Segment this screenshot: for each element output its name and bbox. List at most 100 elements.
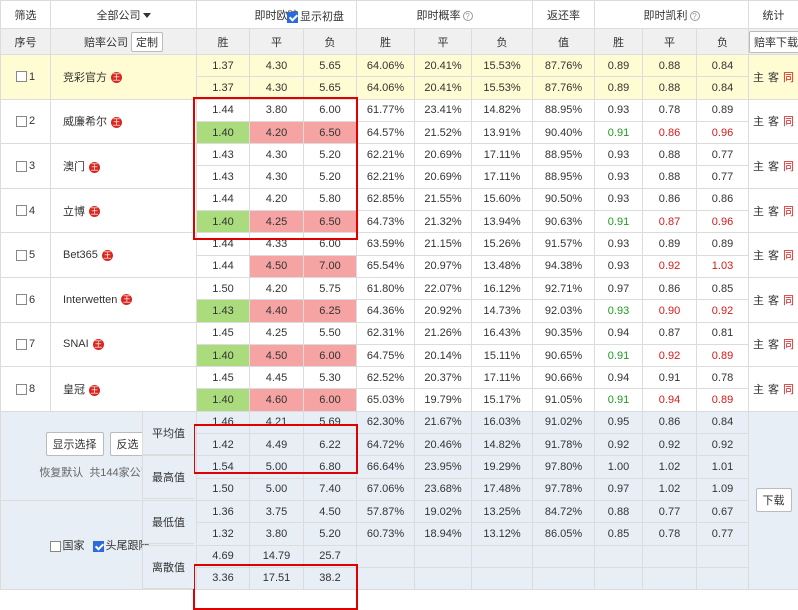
- summary-cell: 23.68%: [414, 477, 472, 501]
- row-select[interactable]: 2: [0, 98, 51, 145]
- same-link[interactable]: 同: [783, 294, 794, 307]
- checkbox-icon[interactable]: [15, 383, 27, 395]
- summary-cell: 38.2: [303, 566, 357, 591]
- away-link[interactable]: 客: [768, 116, 779, 129]
- odds-cell: 5.75: [303, 276, 357, 301]
- show-open-toggle[interactable]: 显示初盘: [287, 8, 344, 24]
- company-name[interactable]: 皇冠王: [50, 366, 197, 412]
- stats-links[interactable]: 主客同: [748, 187, 798, 234]
- odds-cell: 62.31%: [356, 321, 415, 345]
- download-button[interactable]: 下载: [755, 488, 792, 513]
- summary-cell: 18.94%: [414, 522, 472, 546]
- away-link[interactable]: 客: [768, 205, 779, 218]
- away-link[interactable]: 客: [768, 294, 779, 307]
- same-link[interactable]: 同: [783, 160, 794, 173]
- stats-links[interactable]: 主客同: [748, 276, 798, 323]
- all-companies-dropdown[interactable]: 全部公司: [50, 0, 197, 29]
- company-name[interactable]: Bet365 王: [50, 232, 197, 278]
- odds-cell: 1.44: [196, 232, 250, 256]
- home-link[interactable]: 主: [753, 250, 764, 263]
- away-link[interactable]: 客: [768, 339, 779, 352]
- home-link[interactable]: 主: [753, 383, 764, 396]
- checkbox-icon[interactable]: [15, 115, 27, 127]
- same-link[interactable]: 同: [783, 205, 794, 218]
- odds-cell: 21.26%: [414, 321, 472, 345]
- stats-links[interactable]: 主客同: [748, 366, 798, 412]
- checkbox-icon[interactable]: [15, 249, 27, 261]
- summary-cell: [696, 544, 749, 568]
- odds-cell: 0.94: [594, 321, 643, 345]
- odds-cell: 0.91: [594, 343, 643, 368]
- stats-links[interactable]: 主客同: [748, 143, 798, 189]
- odds-cell: 21.15%: [414, 232, 472, 256]
- restore-link[interactable]: 恢复默认: [39, 466, 84, 479]
- same-link[interactable]: 同: [783, 339, 794, 352]
- row-select[interactable]: 8: [0, 366, 51, 412]
- company-name[interactable]: Interwetten 王: [50, 276, 197, 323]
- same-link[interactable]: 同: [783, 250, 794, 263]
- odds-cell: 62.85%: [356, 187, 415, 212]
- summary-cell: 1.50: [196, 477, 250, 501]
- help-icon[interactable]: ?: [689, 10, 700, 21]
- home-link[interactable]: 主: [753, 339, 764, 352]
- checkbox-icon[interactable]: [15, 71, 27, 83]
- same-link[interactable]: 同: [783, 383, 794, 396]
- checkbox-icon[interactable]: [15, 294, 27, 306]
- company-name[interactable]: 竞彩官方王: [50, 54, 197, 100]
- head-tail-checkbox[interactable]: 头尾跟随: [92, 537, 150, 553]
- row-select[interactable]: 7: [0, 321, 51, 368]
- home-link[interactable]: 主: [753, 160, 764, 173]
- odds-cell: 65.03%: [356, 388, 415, 412]
- show-selected-button[interactable]: 显示选择: [45, 431, 104, 456]
- row-select[interactable]: 3: [0, 143, 51, 189]
- summary-cell: 1.54: [196, 455, 250, 479]
- checkbox-icon[interactable]: [49, 540, 61, 552]
- company-label: 威廉希尔: [63, 116, 107, 129]
- same-link[interactable]: 同: [783, 71, 794, 84]
- odds-cell: 0.86: [642, 120, 697, 145]
- help-icon[interactable]: ?: [462, 10, 473, 21]
- row-select[interactable]: 5: [0, 232, 51, 278]
- odds-download-button[interactable]: 赔率下载: [749, 30, 798, 53]
- country-checkbox[interactable]: 国家: [49, 537, 85, 553]
- away-link[interactable]: 客: [768, 160, 779, 173]
- company-name[interactable]: 威廉希尔王: [50, 98, 197, 145]
- away-link[interactable]: 客: [768, 71, 779, 84]
- away-link[interactable]: 客: [768, 383, 779, 396]
- customize-button[interactable]: 定制: [131, 31, 164, 52]
- away-link[interactable]: 客: [768, 250, 779, 263]
- home-link[interactable]: 主: [753, 116, 764, 129]
- checkbox-icon[interactable]: [15, 338, 27, 350]
- checkbox-icon[interactable]: [15, 160, 27, 172]
- odds-cell: 17.11%: [471, 366, 533, 390]
- stats-links[interactable]: 主客同: [748, 321, 798, 368]
- summary-cell: [696, 566, 749, 591]
- home-link[interactable]: 主: [753, 205, 764, 218]
- chevron-down-icon: [142, 13, 151, 19]
- row-select[interactable]: 4: [0, 187, 51, 234]
- checkbox-icon[interactable]: [15, 205, 27, 217]
- company-name[interactable]: 澳门王: [50, 143, 197, 189]
- stats-links[interactable]: 主客同: [748, 54, 798, 100]
- row-select[interactable]: 6: [0, 276, 51, 323]
- company-name[interactable]: 立博王: [50, 187, 197, 234]
- company-name[interactable]: SNAI 王: [50, 321, 197, 368]
- summary-cell: 16.03%: [471, 410, 533, 435]
- odds-cell: 0.87: [642, 210, 697, 234]
- checkbox-checked-icon[interactable]: [287, 11, 298, 23]
- invert-button[interactable]: 反选: [109, 431, 146, 456]
- summary-row: 1.50 5.00 7.40 67.06% 23.68% 17.48% 97.78% 0.97…: [1, 477, 798, 501]
- row-select[interactable]: 1: [0, 54, 51, 100]
- company-badge-icon: 王: [92, 338, 104, 350]
- stats-links[interactable]: 主客同: [748, 98, 798, 145]
- same-link[interactable]: 同: [783, 116, 794, 129]
- odds-cell: 17.11%: [471, 143, 533, 167]
- checkbox-checked-icon[interactable]: [92, 540, 104, 552]
- odds-cell: 0.89: [696, 388, 749, 412]
- odds-cell: 1.40: [196, 343, 250, 368]
- home-link[interactable]: 主: [753, 71, 764, 84]
- row-number: 4: [28, 204, 36, 217]
- col-lose: 负: [471, 28, 533, 55]
- stats-links[interactable]: 主客同: [748, 232, 798, 278]
- home-link[interactable]: 主: [753, 294, 764, 307]
